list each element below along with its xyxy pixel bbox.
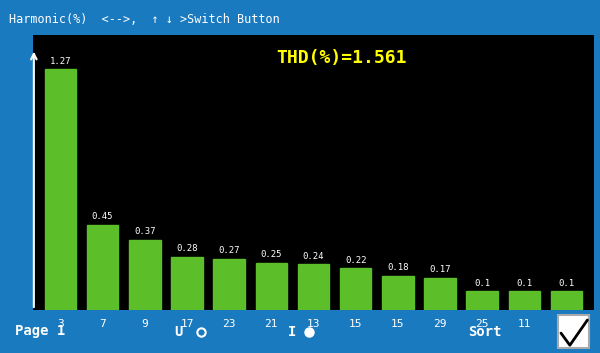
Text: 0.1: 0.1 (474, 279, 490, 288)
Bar (424, 278, 456, 310)
Bar (214, 259, 245, 310)
Text: 0.1: 0.1 (559, 279, 575, 288)
Bar (558, 315, 589, 348)
Text: Sort: Sort (468, 324, 502, 339)
Bar (551, 291, 583, 310)
Text: 0.37: 0.37 (134, 227, 155, 237)
Text: 1.27: 1.27 (50, 57, 71, 66)
Text: 0.25: 0.25 (260, 250, 282, 259)
Bar (298, 264, 329, 310)
Text: 0.22: 0.22 (345, 256, 367, 265)
Bar (129, 240, 161, 310)
Bar (171, 257, 203, 310)
Bar (256, 263, 287, 310)
Text: 0.17: 0.17 (429, 265, 451, 274)
Text: Harmonic(%)  <-->,  ↑ ↓ >Switch Button: Harmonic(%) <-->, ↑ ↓ >Switch Button (9, 13, 280, 26)
Bar (466, 291, 498, 310)
Text: 0.24: 0.24 (303, 252, 324, 261)
Bar (382, 276, 413, 310)
Text: I: I (288, 324, 296, 339)
Bar (44, 69, 76, 310)
Bar (509, 291, 540, 310)
Text: THD(%)=1.561: THD(%)=1.561 (277, 49, 407, 67)
Text: 0.45: 0.45 (92, 212, 113, 221)
Bar (87, 225, 118, 310)
Text: 0.27: 0.27 (218, 246, 240, 255)
Bar (340, 268, 371, 310)
Text: 0.18: 0.18 (387, 263, 409, 273)
Text: Page 1: Page 1 (15, 324, 65, 339)
Text: 0.28: 0.28 (176, 245, 198, 253)
Text: 0.1: 0.1 (517, 279, 532, 288)
Text: U: U (174, 324, 182, 339)
